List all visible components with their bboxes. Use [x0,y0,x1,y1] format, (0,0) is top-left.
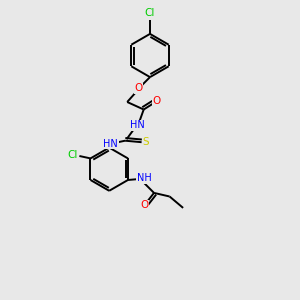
Text: O: O [134,83,143,94]
Text: S: S [143,137,149,147]
Text: Cl: Cl [145,8,155,19]
Text: Cl: Cl [67,150,78,161]
Text: HN: HN [130,120,145,130]
Text: NH: NH [137,173,152,184]
Text: HN: HN [103,139,118,149]
Text: O: O [152,96,160,106]
Text: O: O [140,200,148,211]
